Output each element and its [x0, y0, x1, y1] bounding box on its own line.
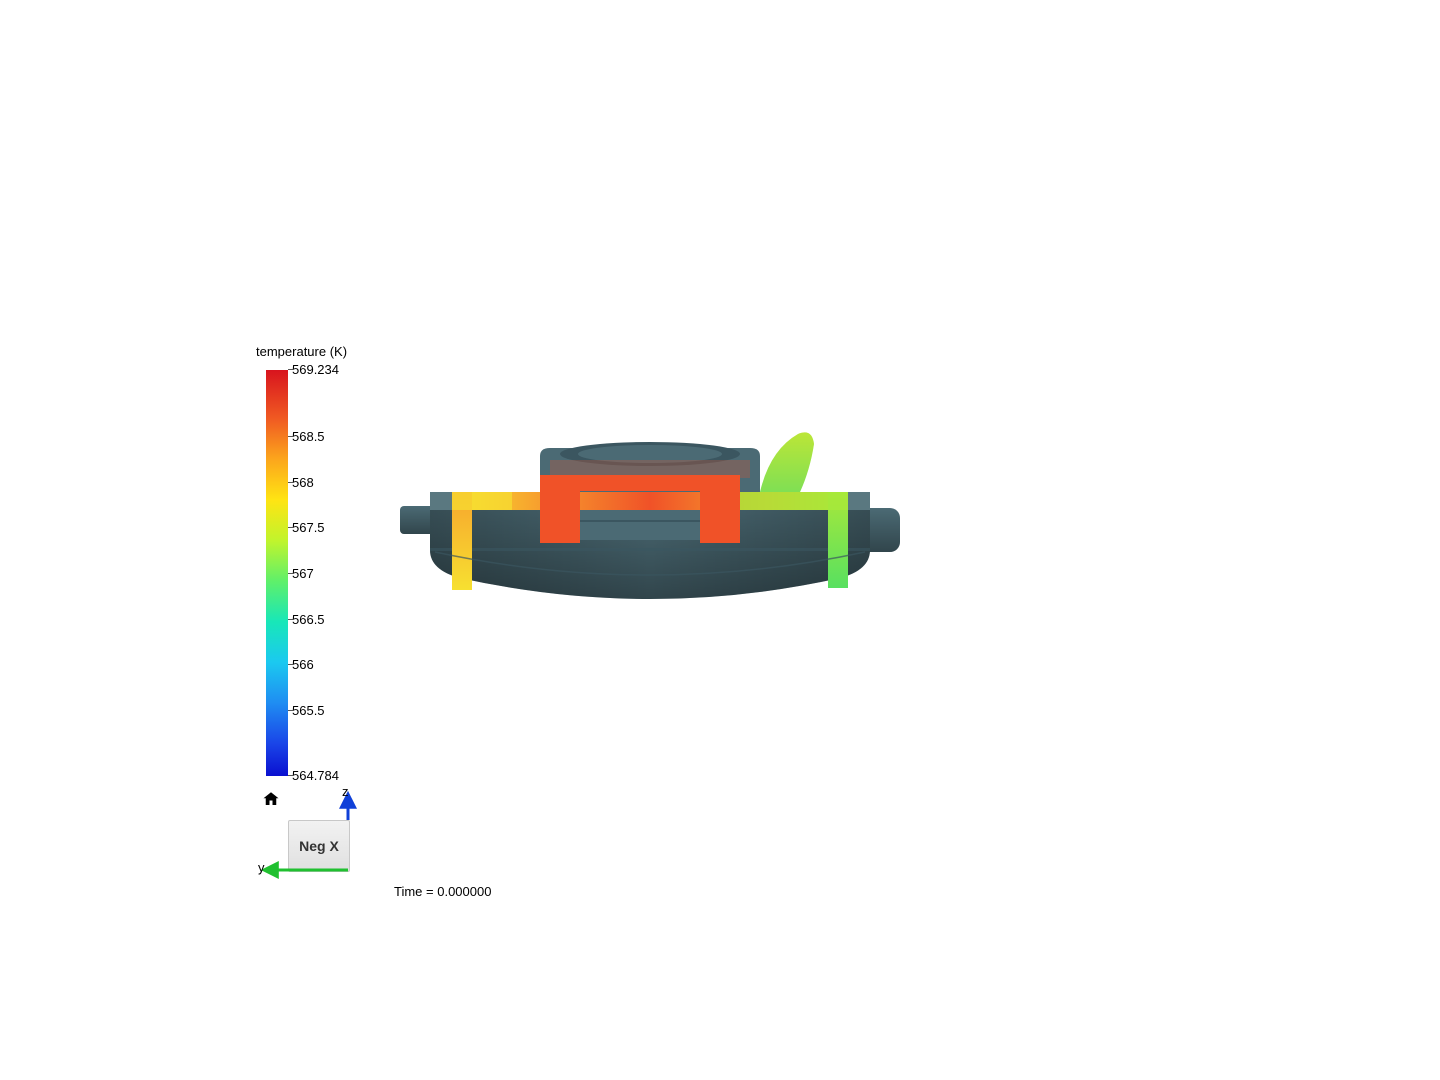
home-icon[interactable]: [262, 790, 280, 808]
view-cube-face[interactable]: Neg X: [288, 820, 350, 872]
legend-tick: 568.5: [292, 429, 325, 430]
legend-tick: 567.5: [292, 520, 325, 521]
orientation-triad[interactable]: Neg X z y: [256, 786, 376, 896]
legend-tick: 565.5: [292, 703, 325, 704]
legend-tick: 568: [292, 475, 314, 476]
legend-tick: 569.234: [292, 362, 339, 363]
legend-tick: 564.784: [292, 768, 339, 769]
model-render[interactable]: [400, 420, 900, 620]
time-readout: Time = 0.000000: [394, 884, 491, 899]
legend-tick: 566: [292, 657, 314, 658]
viewport: temperature (K) 569.234 568.5 568 567.5 567 5…: [0, 0, 1440, 1080]
legend-title: temperature (K): [256, 344, 347, 359]
axis-label-y: y: [258, 860, 265, 875]
axis-label-z: z: [342, 784, 349, 799]
colorbar: [266, 370, 288, 776]
legend-tick: 567: [292, 566, 314, 567]
legend-tick: 566.5: [292, 612, 325, 613]
